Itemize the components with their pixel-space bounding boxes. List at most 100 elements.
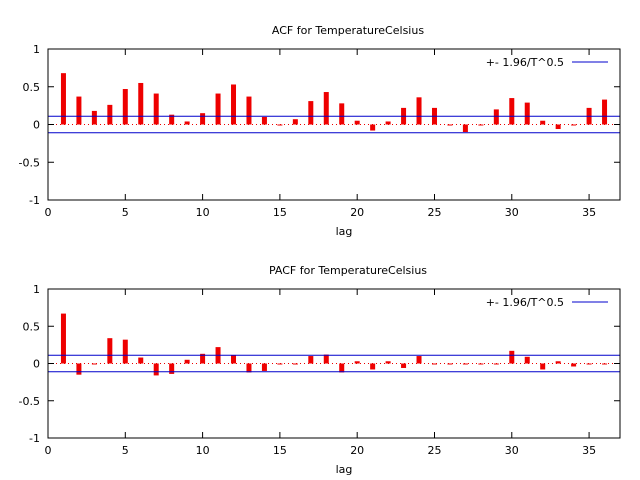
bar-lag-11	[215, 93, 221, 125]
bar-lag-4	[107, 338, 113, 364]
bar-lag-18	[323, 92, 329, 125]
bar-lag-25	[431, 363, 437, 365]
bar-lag-30	[509, 350, 515, 364]
x-tick-label: 30	[505, 444, 519, 457]
y-tick-label: 0	[33, 119, 40, 132]
bar-lag-30	[509, 98, 515, 125]
bar-lag-33	[555, 361, 561, 364]
bar-lag-7	[153, 93, 159, 125]
bar-lag-6	[138, 82, 144, 125]
x-tick-label: 20	[350, 206, 364, 219]
plot-frame	[47, 48, 621, 201]
bar-lag-3	[91, 363, 97, 365]
bar-lag-27	[462, 124, 468, 133]
pacf-panel: PACF for TemperatureCelsius 1 0.5 0 -0.5 -1 0 5…	[19, 264, 621, 476]
bar-lag-7	[153, 363, 159, 376]
bar-lag-16	[292, 363, 298, 365]
x-tick-label: 25	[427, 444, 441, 457]
bar-lag-13	[246, 96, 252, 125]
bar-lag-22	[385, 361, 391, 364]
bar-lag-32	[540, 363, 546, 370]
bar-lag-31	[524, 356, 530, 364]
bar-lag-14	[261, 363, 267, 371]
bar-lag-4	[107, 104, 113, 125]
bar-lag-27	[462, 363, 468, 365]
bar-lag-29	[493, 109, 499, 125]
x-tick-label: 30	[505, 206, 519, 219]
bar-lag-32	[540, 120, 546, 125]
y-tick-label: 0	[33, 358, 40, 371]
bar-lag-9	[184, 121, 190, 125]
bar-lag-19	[339, 363, 345, 373]
bar-lag-22	[385, 121, 391, 125]
bar-lag-24	[416, 97, 422, 125]
bar-lag-33	[555, 124, 561, 130]
bar-lag-36	[602, 99, 608, 125]
x-tick-label: 10	[196, 444, 210, 457]
bar-lag-19	[339, 103, 345, 125]
y-tick-label: 1	[33, 43, 40, 56]
bar-lag-34	[571, 363, 577, 367]
bar-lag-5	[122, 339, 128, 364]
bar-lag-28	[478, 124, 484, 126]
bar-lag-1	[60, 313, 66, 364]
bar-lag-3	[91, 110, 97, 125]
bar-lag-15	[277, 363, 283, 365]
x-tick-label: 0	[45, 206, 52, 219]
bar-lag-9	[184, 359, 190, 364]
y-tick-label: -1	[29, 194, 40, 207]
bar-lag-18	[323, 354, 329, 364]
x-tick-label: 5	[122, 444, 129, 457]
bar-lag-10	[200, 113, 206, 125]
bar-lag-14	[261, 116, 267, 125]
bar-lag-17	[308, 101, 314, 125]
bar-lag-23	[401, 363, 407, 368]
bar-lag-1	[60, 73, 66, 125]
legend: +- 1.96/T^0.5	[486, 56, 608, 69]
y-tick-label: -1	[29, 432, 40, 445]
x-tick-label: 15	[273, 206, 287, 219]
bar-lag-6	[138, 357, 144, 364]
bar-lag-28	[478, 363, 484, 365]
x-tick-label: 15	[273, 444, 287, 457]
bar-lag-12	[231, 355, 237, 364]
bar-lag-36	[602, 363, 608, 365]
bar-lag-21	[370, 363, 376, 370]
bar-lag-31	[524, 102, 530, 125]
bar-lag-5	[122, 89, 128, 125]
bar-lag-24	[416, 356, 422, 364]
bar-lag-26	[447, 124, 453, 126]
y-tick-label: -0.5	[19, 395, 40, 408]
x-tick-label: 35	[582, 444, 596, 457]
y-tick-label: -0.5	[19, 156, 40, 169]
y-tick-label: 0.5	[23, 320, 41, 333]
bar-lag-12	[231, 84, 237, 125]
bar-lag-2	[76, 96, 82, 125]
x-tick-label: 25	[427, 206, 441, 219]
x-tick-label: 5	[122, 206, 129, 219]
bar-lag-20	[354, 361, 360, 364]
bar-lag-2	[76, 363, 82, 375]
acf-panel: ACF for TemperatureCelsius 1 0.5 0 -0.5 -1 0 5 1…	[19, 24, 621, 238]
bar-lag-21	[370, 124, 376, 131]
bar-lag-16	[292, 119, 298, 125]
chart-title: ACF for TemperatureCelsius	[272, 24, 424, 37]
bar-lag-20	[354, 120, 360, 125]
legend: +- 1.96/T^0.5	[486, 296, 608, 309]
plot-frame	[47, 288, 621, 439]
legend-label: +- 1.96/T^0.5	[486, 296, 564, 309]
chart-title: PACF for TemperatureCelsius	[269, 264, 427, 277]
y-tick-label: 1	[33, 283, 40, 296]
bar-lag-15	[277, 124, 283, 126]
x-tick-label: 10	[196, 206, 210, 219]
x-tick-label: 20	[350, 444, 364, 457]
bar-lag-17	[308, 356, 314, 364]
bar-lag-34	[571, 124, 577, 126]
bar-lag-26	[447, 363, 453, 365]
bar-lag-8	[169, 114, 175, 125]
legend-label: +- 1.96/T^0.5	[486, 56, 564, 69]
bar-lag-35	[586, 363, 592, 365]
x-tick-label: 35	[582, 206, 596, 219]
bar-lag-8	[169, 363, 175, 374]
